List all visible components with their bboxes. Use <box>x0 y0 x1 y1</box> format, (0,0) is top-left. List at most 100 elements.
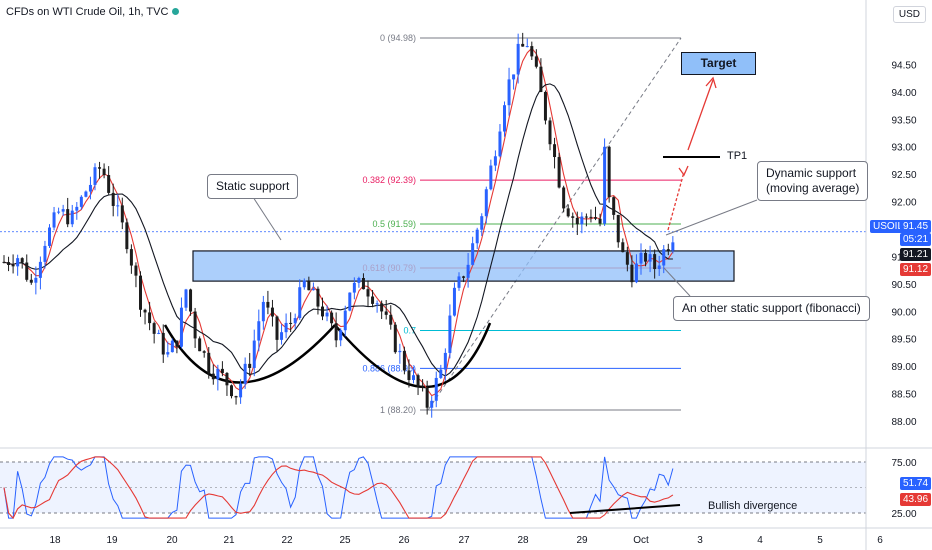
candle-body <box>116 205 120 207</box>
candle-body <box>170 340 174 353</box>
candle-body <box>425 387 429 408</box>
candle-body <box>330 312 334 324</box>
candle-body <box>543 91 547 121</box>
candle-body <box>475 229 479 244</box>
candle-body <box>25 262 29 280</box>
candle-body <box>2 261 6 263</box>
price-tick-label: 94.50 <box>891 60 916 71</box>
time-tick-label: 21 <box>223 535 235 546</box>
rsi-value-tag: 51.74 <box>900 477 932 490</box>
candle-body <box>79 196 83 207</box>
candle-body <box>393 324 397 353</box>
candle-body <box>361 277 365 290</box>
symbol-price-tag: USOIL <box>870 220 907 233</box>
candle-body <box>539 66 543 92</box>
candle-body <box>662 249 666 266</box>
candle-body <box>302 280 306 288</box>
candle-body <box>462 276 466 278</box>
price-tick-label: 88.50 <box>891 390 916 401</box>
candle-body <box>216 368 220 380</box>
candle-body <box>457 276 461 288</box>
price-tick-label: 88.00 <box>891 417 916 428</box>
candle-body <box>29 279 33 283</box>
candle-body <box>616 214 620 243</box>
candle-body <box>143 309 147 313</box>
time-tick-label: Oct <box>633 535 649 546</box>
price-tick-label: 94.00 <box>891 88 916 99</box>
candle-body <box>557 157 561 188</box>
candle-body <box>111 192 115 206</box>
candle-body <box>275 316 279 340</box>
candle-body <box>98 167 102 169</box>
ma-fast-line <box>3 47 674 397</box>
candle-body <box>343 310 347 331</box>
candle-body <box>125 222 129 250</box>
candle-body <box>580 216 584 225</box>
candle-body <box>598 218 602 224</box>
candle-body <box>311 288 315 291</box>
candle-body <box>621 242 625 253</box>
candle-body <box>648 254 652 262</box>
candle-body <box>548 120 552 145</box>
candle-body <box>52 212 56 228</box>
fib-level-label: 0.5 (91.59) <box>372 219 416 229</box>
candle-body <box>512 74 516 80</box>
candle-body <box>321 306 324 317</box>
price-tick-label: 92.00 <box>891 198 916 209</box>
candle-body <box>157 332 161 334</box>
candle-body <box>184 289 188 308</box>
candle-body <box>57 211 61 213</box>
static-support-label: Static support <box>207 174 299 199</box>
candle-body <box>166 352 170 355</box>
time-tick-label: 19 <box>106 535 118 546</box>
candle-body <box>434 377 438 401</box>
fib-support-label: An other static support (fibonacci) <box>673 296 870 321</box>
candle-body <box>589 216 593 218</box>
time-tick-label: 26 <box>398 535 410 546</box>
candle-body <box>339 330 343 341</box>
price-tick-label: 90.50 <box>891 280 916 291</box>
candle-body <box>252 340 256 368</box>
time-tick-label: 18 <box>49 535 61 546</box>
candle-body <box>270 307 274 317</box>
candle-body <box>84 191 88 197</box>
candle-body <box>48 227 51 246</box>
candle-body <box>671 242 675 251</box>
candle-body <box>412 375 415 381</box>
ma-slow-tag: 91.21 <box>900 248 932 261</box>
candle-body <box>139 275 142 310</box>
candle-body <box>380 303 384 312</box>
candle-body <box>430 400 434 408</box>
candle-body <box>120 205 124 223</box>
candle-body <box>657 265 661 270</box>
left-cup-curve <box>163 324 336 384</box>
candle-body <box>584 216 588 218</box>
time-tick-label: 22 <box>281 535 293 546</box>
candle-body <box>443 352 447 370</box>
rsi-ma-tag: 43.96 <box>900 493 932 506</box>
fib-support-pointer <box>663 267 691 297</box>
time-tick-label: 27 <box>458 535 470 546</box>
candle-body <box>70 210 74 225</box>
candle-body <box>20 258 24 263</box>
candle-body <box>534 56 538 67</box>
dynamic-support-label: Dynamic support (moving average) <box>757 161 869 201</box>
candle-body <box>266 301 270 308</box>
candle-body <box>416 375 420 387</box>
candle-body <box>371 296 375 304</box>
fib-level-label: 0.7 <box>403 325 416 335</box>
path-arrow-to-tp1 <box>667 171 685 231</box>
candle-body <box>243 363 247 384</box>
candle-body <box>202 351 206 353</box>
candle-body <box>357 277 361 283</box>
currency-button[interactable]: USD <box>892 6 926 23</box>
fib-level-label: 1 (88.20) <box>380 405 416 415</box>
candle-body <box>507 79 511 106</box>
candle-body <box>516 43 520 75</box>
time-tick-label: 5 <box>817 535 823 546</box>
candle-body <box>7 262 11 265</box>
candle-body <box>107 175 111 193</box>
candle-body <box>366 289 370 297</box>
candle-body <box>421 386 425 388</box>
